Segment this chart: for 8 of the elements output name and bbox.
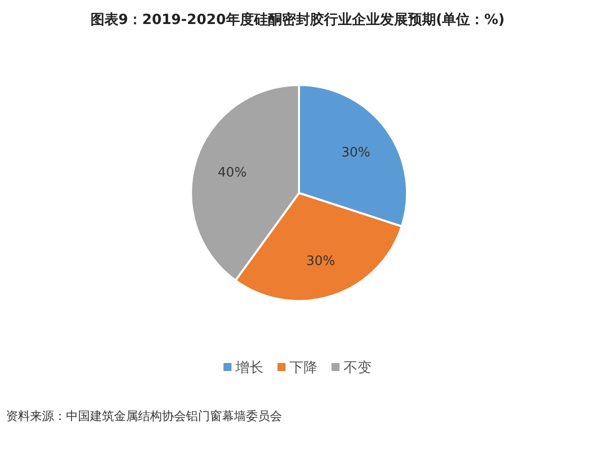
data-label: 30%: [341, 146, 370, 161]
legend-label: 下降: [290, 360, 318, 376]
chart-title: 图表9：2019-2020年度硅酮密封胶行业企业发展预期(单位：%): [90, 11, 505, 28]
legend-label: 增长: [234, 360, 264, 376]
data-label: 30%: [306, 254, 336, 269]
data-label: 40%: [218, 165, 247, 180]
legend-label: 不变: [344, 360, 372, 376]
text: 资料来源：中国建筑金属结构协会铝门窗幕墙委员会: [6, 409, 282, 423]
